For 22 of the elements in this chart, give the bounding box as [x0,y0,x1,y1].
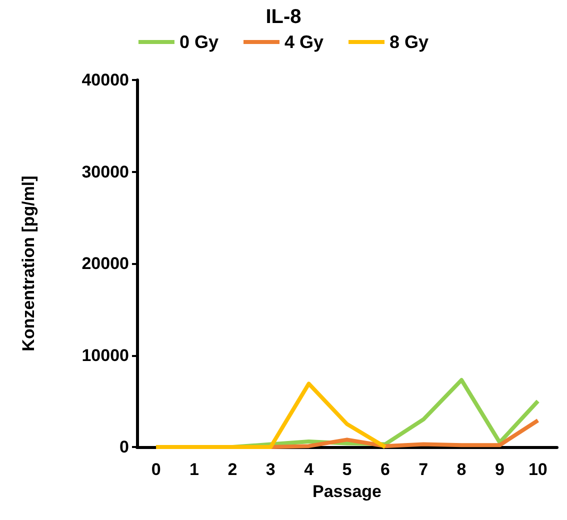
x-tick-label: 10 [528,460,548,479]
x-tick-label: 3 [266,460,276,479]
legend-label: 0 Gy [179,32,218,52]
x-tick-label: 6 [380,460,390,479]
x-tick-label: 2 [228,460,238,479]
x-tick-label: 9 [494,460,504,479]
y-axis-title: Konzentration [pg/ml] [19,176,38,352]
x-tick-label: 5 [342,460,352,479]
y-tick-label: 10000 [82,346,129,365]
x-tick-label: 4 [304,460,314,479]
x-tick-label: 7 [418,460,428,479]
y-tick-label: 20000 [82,254,129,273]
legend-label: 8 Gy [390,32,429,52]
x-axis-title: Passage [312,482,382,501]
y-tick-label: 30000 [82,162,129,182]
x-tick-label: 0 [151,460,161,479]
x-tick-label: 1 [190,460,200,479]
legend-label: 4 Gy [284,32,324,52]
x-tick-label: 8 [456,460,466,479]
y-tick-label: 0 [120,438,129,456]
chart-title: IL-8 [266,6,302,28]
y-tick-label: 40000 [82,70,129,90]
